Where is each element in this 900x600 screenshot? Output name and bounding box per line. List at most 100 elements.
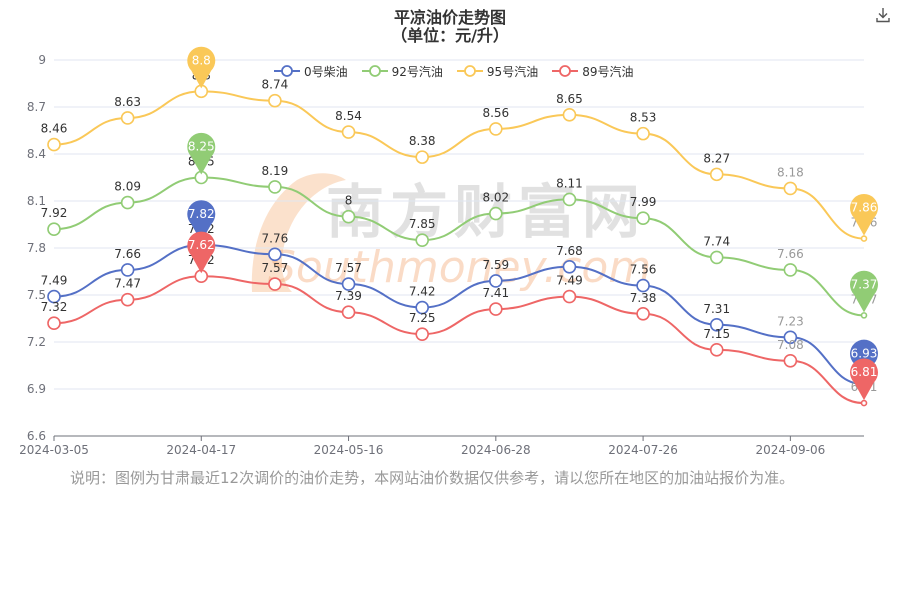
x-tick-label: 2024-04-17	[166, 443, 236, 457]
data-point	[860, 235, 868, 242]
watermark-swoosh	[251, 173, 346, 292]
pin-shape	[187, 200, 216, 242]
data-label: 7.56	[630, 263, 657, 277]
data-label: 8.53	[630, 111, 657, 125]
footnote: 说明：图例为甘肃最近12次调价的油价走势，本网站油价数据仅供参考，请以您所在地区…	[70, 469, 795, 487]
chart-title: 平凉油价走势图	[393, 8, 506, 27]
data-label: 8.63	[114, 95, 141, 109]
chart-subtitle: （单位：元/升）	[391, 26, 509, 45]
y-tick-label: 7.5	[27, 288, 46, 302]
data-label: 7.15	[703, 327, 730, 341]
data-point	[341, 125, 356, 139]
data-point	[341, 305, 356, 320]
data-label: 8.38	[409, 134, 436, 148]
data-label: 8.02	[482, 191, 509, 205]
x-tick-label: 2024-07-26	[608, 443, 678, 457]
data-point	[783, 330, 798, 345]
series-line	[53, 90, 865, 240]
legend-item[interactable]: 92号汽油	[361, 63, 443, 80]
data-label: 8.19	[262, 164, 289, 178]
data-point	[636, 278, 650, 293]
y-tick-label: 8.7	[27, 100, 46, 114]
legend-marker	[361, 65, 388, 77]
data-point	[489, 206, 503, 221]
grid-lines	[54, 59, 864, 437]
data-label: 7.49	[556, 274, 583, 288]
data-label: 7.39	[335, 289, 362, 303]
y-tick-label: 9	[38, 53, 46, 67]
data-label: 7.31	[703, 302, 730, 316]
pin-shape	[849, 358, 878, 401]
x-tick-label: 2024-03-05	[19, 443, 89, 457]
data-point	[709, 250, 724, 265]
max-pin: 8.8	[187, 46, 216, 89]
data-point	[562, 289, 577, 304]
series-line	[53, 176, 865, 317]
data-label: 8.11	[556, 176, 583, 190]
max-pin: 7.82	[187, 200, 216, 242]
legend-circle	[559, 65, 572, 77]
data-label: 7.99	[630, 195, 657, 209]
y-axis: 6.6 6.9 7.2 7.5 7.8 8.1 8.4 8.7 9	[27, 53, 46, 443]
pin-label: 8.8	[192, 53, 211, 67]
pin-shape	[187, 231, 216, 274]
data-label: 8.46	[41, 122, 68, 136]
legend-item[interactable]: 89号汽油	[552, 63, 633, 80]
data-point	[636, 306, 650, 321]
pin-label: 7.86	[851, 201, 878, 215]
x-axis: 2024-03-05 2024-04-17 2024-05-16 2024-06-28…	[19, 435, 864, 457]
data-point	[709, 167, 724, 182]
data-point	[489, 274, 503, 288]
min-pin: 7.37	[849, 270, 878, 313]
legend-item[interactable]: 95号汽油	[456, 63, 538, 80]
data-point	[489, 122, 503, 136]
pin-shape	[187, 132, 216, 175]
data-label: 7.23	[777, 314, 804, 328]
data-point	[268, 277, 282, 291]
x-tick-label: 2024-09-06	[755, 443, 825, 457]
y-tick-label: 6.9	[27, 382, 46, 396]
data-label: 7.49	[41, 274, 68, 288]
legend-item[interactable]: 0号柴油	[274, 63, 348, 80]
data-label: 8.54	[335, 109, 362, 123]
marker-pins: 7.82 6.93 8.25 7.37 8.8 7.86 7.62 6.81	[187, 46, 878, 401]
data-point	[636, 211, 650, 226]
data-point	[709, 317, 724, 332]
y-tick-label: 7.2	[27, 335, 46, 349]
pin-shape	[187, 46, 216, 89]
data-point	[268, 247, 282, 262]
data-point	[489, 302, 503, 316]
pin-label: 7.82	[188, 207, 215, 221]
pin-label: 8.25	[188, 140, 215, 154]
legend-circle	[368, 65, 381, 77]
data-label: 8	[345, 194, 353, 208]
data-point	[415, 233, 429, 247]
data-point	[120, 111, 135, 125]
data-label: 7.42	[409, 285, 436, 299]
download-icon[interactable]	[874, 6, 892, 24]
data-label: 8.09	[114, 180, 141, 194]
data-label: 8.18	[777, 165, 804, 179]
data-label: 7.76	[262, 231, 289, 245]
legend-marker	[274, 65, 300, 77]
data-point	[415, 327, 429, 341]
data-label: 7.57	[335, 261, 362, 275]
legend-circle	[464, 65, 476, 77]
data-point	[415, 300, 429, 315]
watermark-en-text: Southmoney.com	[268, 242, 651, 293]
data-label: 7.59	[482, 258, 509, 272]
pin-label: 6.81	[851, 365, 878, 379]
data-point	[120, 263, 135, 277]
data-label: 7.92	[41, 206, 68, 220]
data-label: 7.85	[409, 217, 436, 231]
data-point	[47, 222, 61, 236]
data-point	[709, 343, 724, 357]
data-label: 7.47	[114, 277, 141, 291]
y-tick-label: 7.8	[27, 241, 46, 255]
pin-label: 7.62	[188, 238, 215, 252]
data-label: 7.41	[482, 286, 509, 300]
data-label: 7.38	[630, 291, 657, 305]
data-point	[120, 195, 135, 210]
legend-marker	[552, 65, 579, 77]
